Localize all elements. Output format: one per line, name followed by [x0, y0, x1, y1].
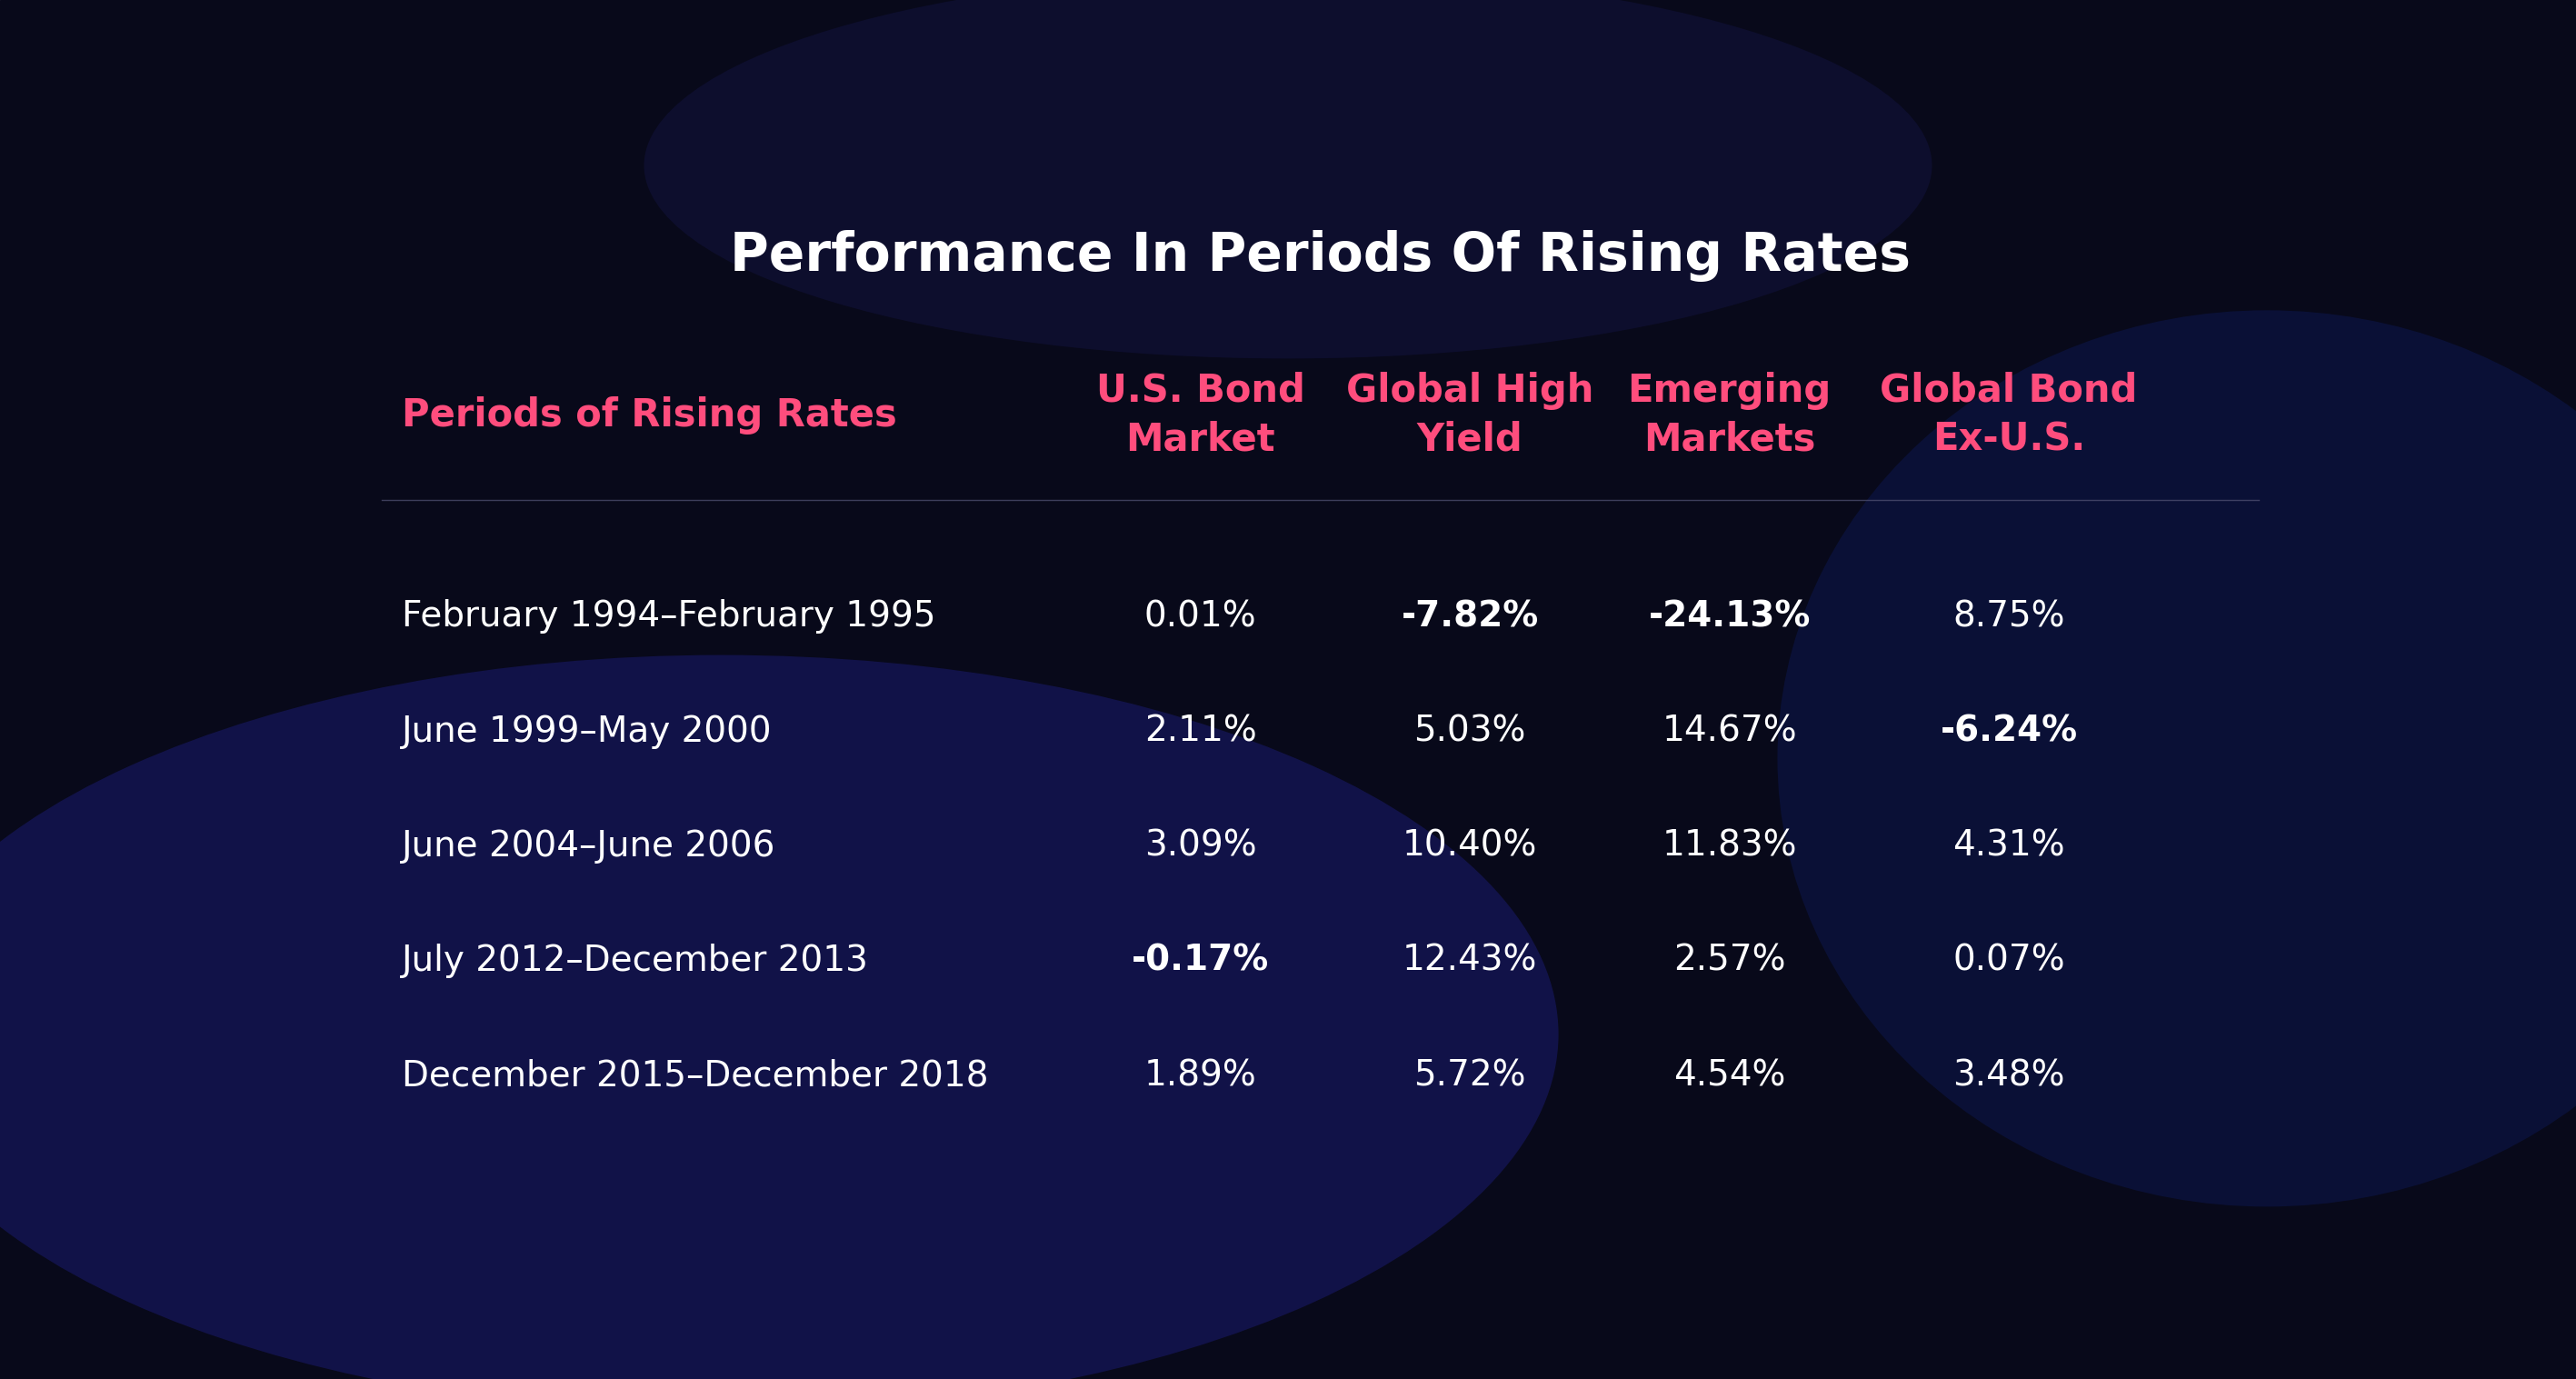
Text: 2.11%: 2.11%: [1144, 714, 1257, 749]
Text: 10.40%: 10.40%: [1401, 829, 1538, 863]
Text: 4.31%: 4.31%: [1953, 829, 2066, 863]
Text: 3.48%: 3.48%: [1953, 1058, 2066, 1092]
Text: 5.03%: 5.03%: [1414, 714, 1525, 749]
Text: 5.72%: 5.72%: [1414, 1058, 1525, 1092]
Text: 12.43%: 12.43%: [1401, 943, 1538, 978]
Text: 0.01%: 0.01%: [1144, 600, 1257, 634]
Text: Emerging
Markets: Emerging Markets: [1628, 371, 1832, 458]
Text: February 1994–February 1995: February 1994–February 1995: [402, 600, 935, 634]
Text: -7.82%: -7.82%: [1401, 600, 1538, 634]
Text: -24.13%: -24.13%: [1649, 600, 1811, 634]
Text: 2.57%: 2.57%: [1674, 943, 1785, 978]
Text: 8.75%: 8.75%: [1953, 600, 2066, 634]
Text: 11.83%: 11.83%: [1662, 829, 1798, 863]
Text: Periods of Rising Rates: Periods of Rising Rates: [402, 396, 896, 434]
Text: 0.07%: 0.07%: [1953, 943, 2066, 978]
Ellipse shape: [0, 655, 1558, 1379]
Text: -6.24%: -6.24%: [1940, 714, 2079, 749]
Ellipse shape: [1777, 310, 2576, 1207]
Text: 4.54%: 4.54%: [1674, 1058, 1785, 1092]
Text: Global High
Yield: Global High Yield: [1347, 371, 1595, 458]
Text: June 1999–May 2000: June 1999–May 2000: [402, 714, 773, 749]
Text: U.S. Bond
Market: U.S. Bond Market: [1095, 371, 1306, 458]
Text: 1.89%: 1.89%: [1144, 1058, 1257, 1092]
Text: July 2012–December 2013: July 2012–December 2013: [402, 943, 868, 978]
Text: Performance In Periods Of Rising Rates: Performance In Periods Of Rising Rates: [729, 230, 1911, 281]
Ellipse shape: [644, 0, 1932, 359]
Text: June 2004–June 2006: June 2004–June 2006: [402, 829, 775, 863]
Text: Global Bond
Ex-U.S.: Global Bond Ex-U.S.: [1880, 371, 2138, 458]
Text: 14.67%: 14.67%: [1662, 714, 1798, 749]
Text: 3.09%: 3.09%: [1144, 829, 1257, 863]
Text: December 2015–December 2018: December 2015–December 2018: [402, 1058, 989, 1092]
Text: -0.17%: -0.17%: [1131, 943, 1270, 978]
